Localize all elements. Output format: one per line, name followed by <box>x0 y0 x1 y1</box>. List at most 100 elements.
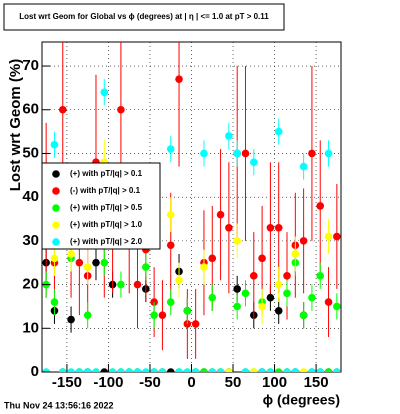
legend-label: (+) with pT/|q| > 0.5 <box>70 203 143 212</box>
point <box>92 258 100 267</box>
x-tick-label: -150 <box>52 374 82 391</box>
x-tick-label: 150 <box>304 374 329 391</box>
point <box>142 368 150 372</box>
timestamp: Thu Nov 24 13:56:16 2022 <box>4 400 114 410</box>
point <box>333 302 341 311</box>
y-tick-label: 50 <box>22 144 39 161</box>
point <box>241 149 250 158</box>
x-tick-label: -50 <box>139 374 161 391</box>
y-axis-label: Lost wrt Geom (%) <box>7 59 24 192</box>
point <box>200 263 208 271</box>
point <box>249 272 258 280</box>
point <box>291 250 300 258</box>
point <box>58 368 67 372</box>
point <box>100 368 109 372</box>
point <box>299 368 308 372</box>
point <box>50 254 59 263</box>
point <box>324 368 333 372</box>
point <box>324 298 333 306</box>
point <box>249 368 258 372</box>
point <box>233 285 241 293</box>
y-tick-label: 40 <box>22 188 39 205</box>
point <box>183 368 192 372</box>
point <box>266 368 275 372</box>
point <box>100 258 109 267</box>
point <box>117 105 125 114</box>
point <box>100 88 109 97</box>
x-tick-label: 50 <box>225 374 242 391</box>
legend-marker <box>52 221 60 229</box>
point <box>166 368 175 372</box>
point <box>150 311 158 319</box>
point <box>283 272 291 280</box>
point <box>117 368 125 372</box>
point <box>241 289 250 298</box>
legend-label: (+) with pT/|q| > 1.0 <box>70 220 143 229</box>
point <box>299 311 308 319</box>
point <box>274 307 283 315</box>
point <box>274 223 283 232</box>
point <box>308 149 316 158</box>
point <box>125 368 134 372</box>
point <box>83 368 92 372</box>
x-tick-label: 0 <box>187 374 195 391</box>
legend-marker <box>52 238 60 246</box>
point <box>175 75 183 83</box>
point <box>200 149 208 158</box>
y-tick-label: 60 <box>22 101 39 118</box>
point <box>274 368 283 372</box>
point <box>175 276 183 285</box>
y-tick-label: 30 <box>22 232 39 249</box>
point <box>67 315 75 324</box>
point <box>266 293 275 302</box>
point <box>158 311 167 319</box>
point <box>225 368 233 372</box>
chart-title: Lost wrt Geom for Global vs ϕ (degrees) … <box>19 12 269 21</box>
point <box>258 368 266 372</box>
point <box>316 272 325 280</box>
point <box>191 368 200 372</box>
point <box>58 105 67 114</box>
point <box>283 368 291 372</box>
title-box <box>3 3 285 31</box>
point <box>166 145 175 153</box>
y-tick-label: 70 <box>22 57 39 74</box>
point <box>316 202 325 210</box>
point <box>175 368 183 372</box>
point <box>308 293 316 302</box>
legend-label: (-) with pT/|q| > 0.1 <box>70 186 141 195</box>
point <box>208 254 217 263</box>
point <box>249 158 258 166</box>
point <box>274 280 283 289</box>
point <box>133 280 142 289</box>
point <box>117 280 125 289</box>
point <box>166 298 175 306</box>
point <box>67 368 75 372</box>
point <box>316 368 325 372</box>
point <box>150 368 158 372</box>
point <box>216 368 225 372</box>
point <box>191 320 200 328</box>
point <box>208 368 217 372</box>
point <box>241 368 250 372</box>
point <box>333 232 341 241</box>
point <box>274 127 283 136</box>
legend: (+) with pT/|q| > 0.1 (-) with pT/|q| > 0… <box>41 162 161 250</box>
point <box>75 368 84 372</box>
point <box>324 149 333 158</box>
point <box>50 298 59 306</box>
point <box>200 368 208 372</box>
point <box>299 237 308 245</box>
point <box>308 368 316 372</box>
legend-label: (+) with pT/|q| > 0.1 <box>70 169 143 178</box>
point <box>83 263 92 271</box>
y-tick-label: 0 <box>31 363 39 380</box>
point <box>258 254 266 263</box>
point <box>324 232 333 241</box>
point <box>258 302 266 311</box>
x-tick-label: -100 <box>93 374 123 391</box>
legend-marker <box>52 204 60 212</box>
point <box>67 250 75 258</box>
point <box>83 311 92 319</box>
